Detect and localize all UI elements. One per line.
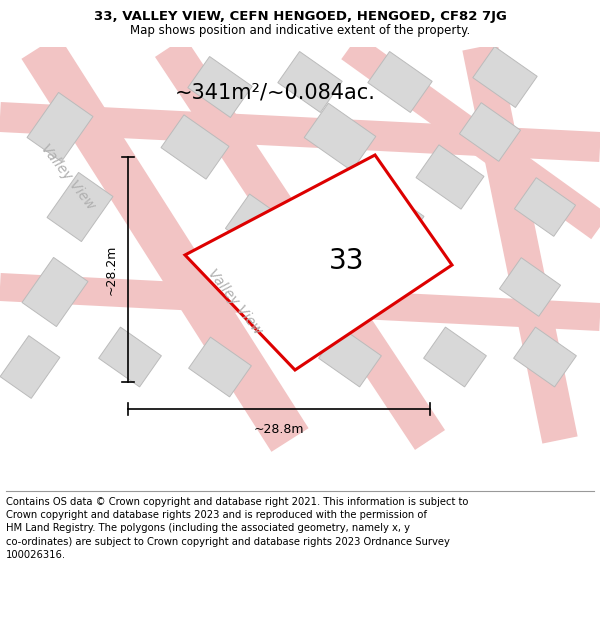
Text: 33: 33	[329, 248, 365, 275]
Text: Valley View: Valley View	[38, 141, 98, 212]
Polygon shape	[0, 336, 60, 398]
Polygon shape	[514, 177, 575, 236]
Polygon shape	[416, 145, 484, 209]
Polygon shape	[98, 327, 161, 387]
Polygon shape	[514, 327, 577, 387]
Polygon shape	[0, 273, 600, 331]
Polygon shape	[473, 46, 537, 108]
Text: ~28.8m: ~28.8m	[254, 423, 304, 436]
Polygon shape	[460, 102, 521, 161]
Polygon shape	[463, 43, 578, 444]
Polygon shape	[499, 258, 560, 316]
Polygon shape	[319, 327, 382, 387]
Polygon shape	[424, 327, 487, 387]
Polygon shape	[47, 173, 113, 242]
Polygon shape	[188, 56, 252, 118]
Polygon shape	[161, 115, 229, 179]
Polygon shape	[278, 51, 342, 112]
Text: Map shows position and indicative extent of the property.: Map shows position and indicative extent…	[130, 24, 470, 37]
Polygon shape	[22, 35, 308, 452]
Polygon shape	[368, 51, 432, 112]
Text: 33, VALLEY VIEW, CEFN HENGOED, HENGOED, CF82 7JG: 33, VALLEY VIEW, CEFN HENGOED, HENGOED, …	[94, 11, 506, 23]
Text: ~28.2m: ~28.2m	[105, 244, 118, 294]
Polygon shape	[356, 185, 424, 249]
Polygon shape	[22, 258, 88, 327]
Polygon shape	[0, 102, 600, 162]
Polygon shape	[226, 194, 295, 260]
Polygon shape	[304, 103, 376, 171]
Polygon shape	[27, 92, 93, 162]
Text: Valley View: Valley View	[205, 266, 265, 338]
Polygon shape	[155, 37, 445, 450]
Polygon shape	[185, 155, 452, 370]
Polygon shape	[341, 35, 600, 239]
Polygon shape	[188, 337, 251, 397]
Text: ~341m²/~0.084ac.: ~341m²/~0.084ac.	[175, 82, 376, 102]
Text: Contains OS data © Crown copyright and database right 2021. This information is : Contains OS data © Crown copyright and d…	[6, 497, 469, 560]
